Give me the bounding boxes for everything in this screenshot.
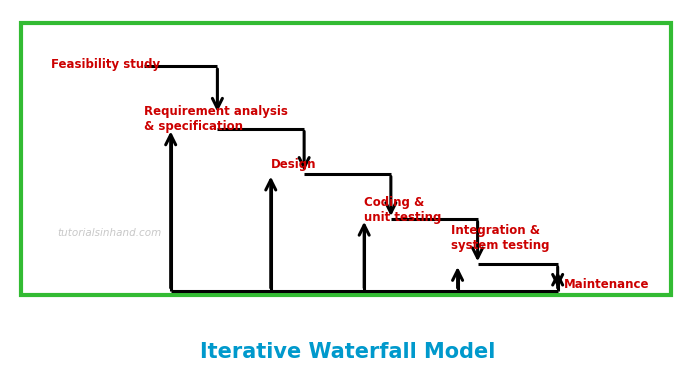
- Text: Coding &
unit testing: Coding & unit testing: [364, 196, 441, 224]
- Text: Design: Design: [271, 158, 316, 171]
- Text: Maintenance: Maintenance: [564, 278, 650, 291]
- Text: Iterative Waterfall Model: Iterative Waterfall Model: [200, 342, 495, 362]
- Text: Integration &
system testing: Integration & system testing: [451, 224, 550, 252]
- Text: Feasibility study: Feasibility study: [51, 58, 160, 71]
- Text: tutorialsinhand.com: tutorialsinhand.com: [57, 228, 161, 238]
- Text: Requirement analysis
& specification: Requirement analysis & specification: [144, 105, 288, 133]
- FancyBboxPatch shape: [21, 23, 671, 295]
